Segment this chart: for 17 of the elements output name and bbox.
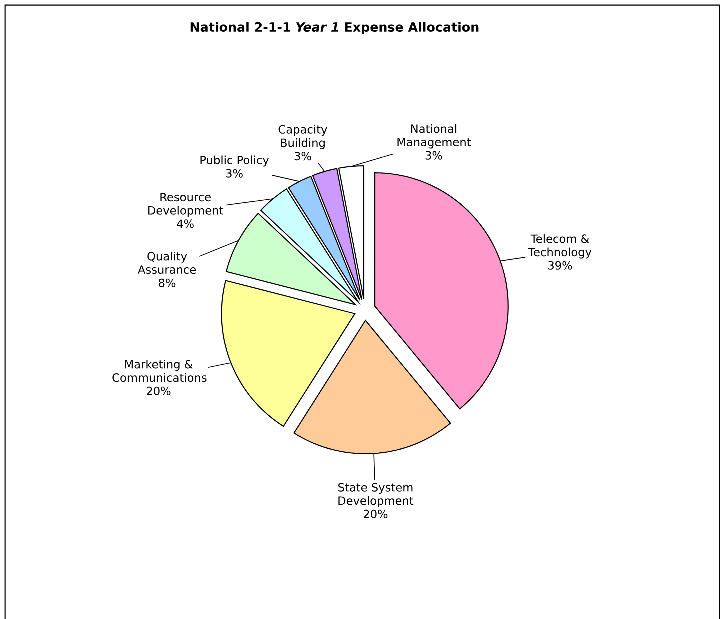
slice-label: Resource Development xyxy=(148,193,224,218)
slice-label: National Management xyxy=(398,124,472,149)
data-label: 3% xyxy=(226,169,243,178)
slice-label: Telecom & Technology xyxy=(528,234,592,259)
data-label: 39% xyxy=(548,261,572,270)
chart-title: National 2-1-1 Year 1 Expense Allocation xyxy=(190,22,479,34)
slice-label: Quality Assurance xyxy=(138,252,196,274)
data-label: 20% xyxy=(364,510,388,519)
slice-label: Public Policy xyxy=(200,156,270,167)
data-label: 8% xyxy=(159,278,176,288)
data-label: 3% xyxy=(294,152,312,161)
slice-label: State System Development xyxy=(338,483,414,508)
data-label: 20% xyxy=(146,386,171,396)
data-label: 4% xyxy=(177,220,194,228)
slice-label: Capacity Building xyxy=(278,125,328,150)
legend-label: Marketing & Communications xyxy=(112,360,207,382)
data-label: 3% xyxy=(426,151,442,160)
